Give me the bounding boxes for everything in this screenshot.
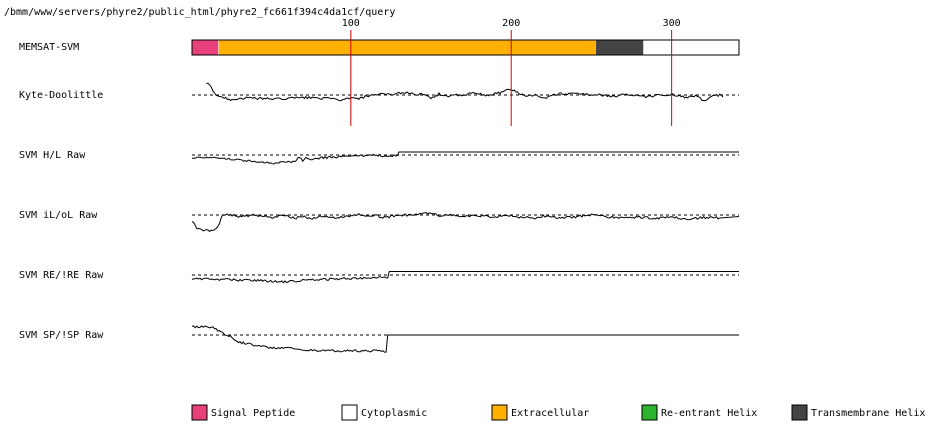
legend-label: Extracellular bbox=[511, 408, 589, 419]
legend-label: Transmembrane Helix bbox=[811, 408, 925, 419]
trace-line bbox=[206, 82, 724, 102]
segment-extracellular bbox=[218, 40, 596, 55]
trace-line bbox=[191, 271, 739, 284]
track-label: MEMSAT-SVM bbox=[19, 42, 79, 53]
position-markers bbox=[350, 30, 673, 126]
segment-track-border bbox=[191, 39, 740, 56]
query-path: /bmm/www/servers/phyre2/public_html/phyr… bbox=[4, 7, 395, 18]
legend-swatch-reentrant-helix bbox=[641, 404, 658, 421]
tick-label: 100 bbox=[342, 18, 360, 29]
trace-line bbox=[191, 325, 739, 353]
track-label: Kyte-Doolittle bbox=[19, 90, 103, 101]
tick-label: 300 bbox=[663, 18, 681, 29]
legend-swatch-extracellular bbox=[491, 404, 508, 421]
track-label: SVM H/L Raw bbox=[19, 150, 86, 161]
position-ticks: 100 200 300 bbox=[342, 18, 681, 29]
legend: Signal Peptide Cytoplasmic Extracellular Re… bbox=[191, 404, 925, 421]
segment-signal-peptide bbox=[192, 40, 219, 55]
legend-label: Signal Peptide bbox=[211, 408, 295, 419]
segment-cytoplasmic bbox=[643, 40, 739, 55]
legend-label: Re-entrant Helix bbox=[661, 408, 757, 419]
legend-swatch-cytoplasmic bbox=[341, 404, 358, 421]
track-label: SVM RE/!RE Raw bbox=[19, 270, 104, 281]
tracks: MEMSAT-SVM Kyte-Doolittle SVM H/L Raw SVM i… bbox=[19, 39, 740, 353]
legend-label: Cytoplasmic bbox=[361, 408, 427, 419]
trace-line bbox=[191, 211, 740, 233]
track-label: SVM iL/oL Raw bbox=[19, 210, 98, 221]
legend-swatch-transmembrane-helix bbox=[791, 404, 808, 421]
segment-transmembrane-helix bbox=[595, 40, 644, 55]
trace-line bbox=[191, 151, 739, 165]
tick-label: 200 bbox=[502, 18, 520, 29]
track-label: SVM SP/!SP Raw bbox=[19, 330, 104, 341]
legend-swatch-signal-peptide bbox=[191, 404, 208, 421]
